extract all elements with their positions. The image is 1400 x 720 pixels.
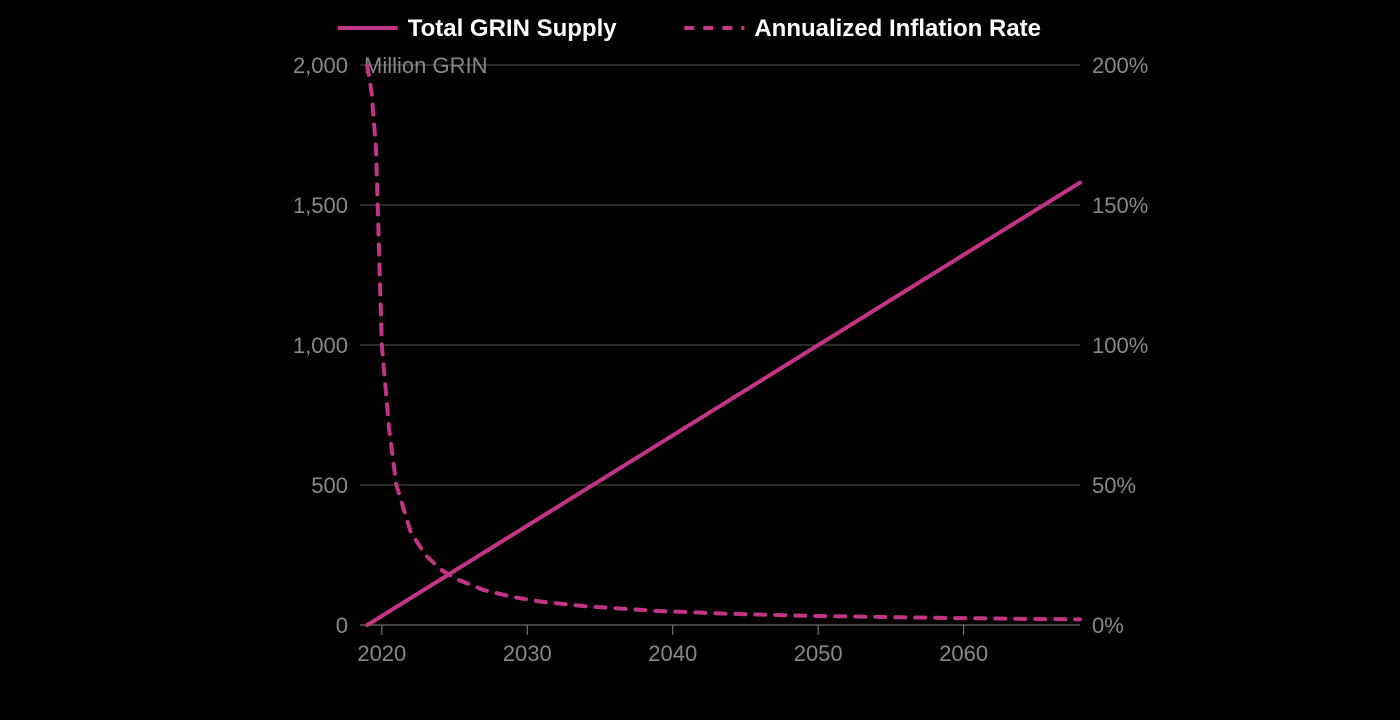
y-right-tick-label: 200% [1092, 53, 1148, 78]
x-tick-label: 2020 [357, 641, 406, 666]
grin-supply-chart: 2020 2030 2040 2050 2060 0 500 1,000 1,500 2,000 M… [0, 0, 1400, 720]
y-right-tick-label: 50% [1092, 473, 1136, 498]
chart-svg: 2020 2030 2040 2050 2060 0 500 1,000 1,500 2,000 M… [0, 0, 1400, 720]
x-tick-label: 2040 [648, 641, 697, 666]
legend-label: Total GRIN Supply [408, 15, 618, 42]
legend-label: Annualized Inflation Rate [754, 15, 1041, 42]
y-left-tick-label: 2,000 [293, 53, 348, 78]
y-left-unit-label: Million GRIN [364, 53, 487, 78]
y-left-tick-label: 0 [336, 613, 348, 638]
x-tick-label: 2030 [503, 641, 552, 666]
x-tick-label: 2060 [939, 641, 988, 666]
y-right-tick-label: 100% [1092, 333, 1148, 358]
y-right-tick-label: 150% [1092, 193, 1148, 218]
x-tick-label: 2050 [794, 641, 843, 666]
y-left-tick-label: 1,000 [293, 333, 348, 358]
y-left-tick-label: 1,500 [293, 193, 348, 218]
y-right-tick-label: 0% [1092, 613, 1124, 638]
y-left-tick-label: 500 [311, 473, 348, 498]
